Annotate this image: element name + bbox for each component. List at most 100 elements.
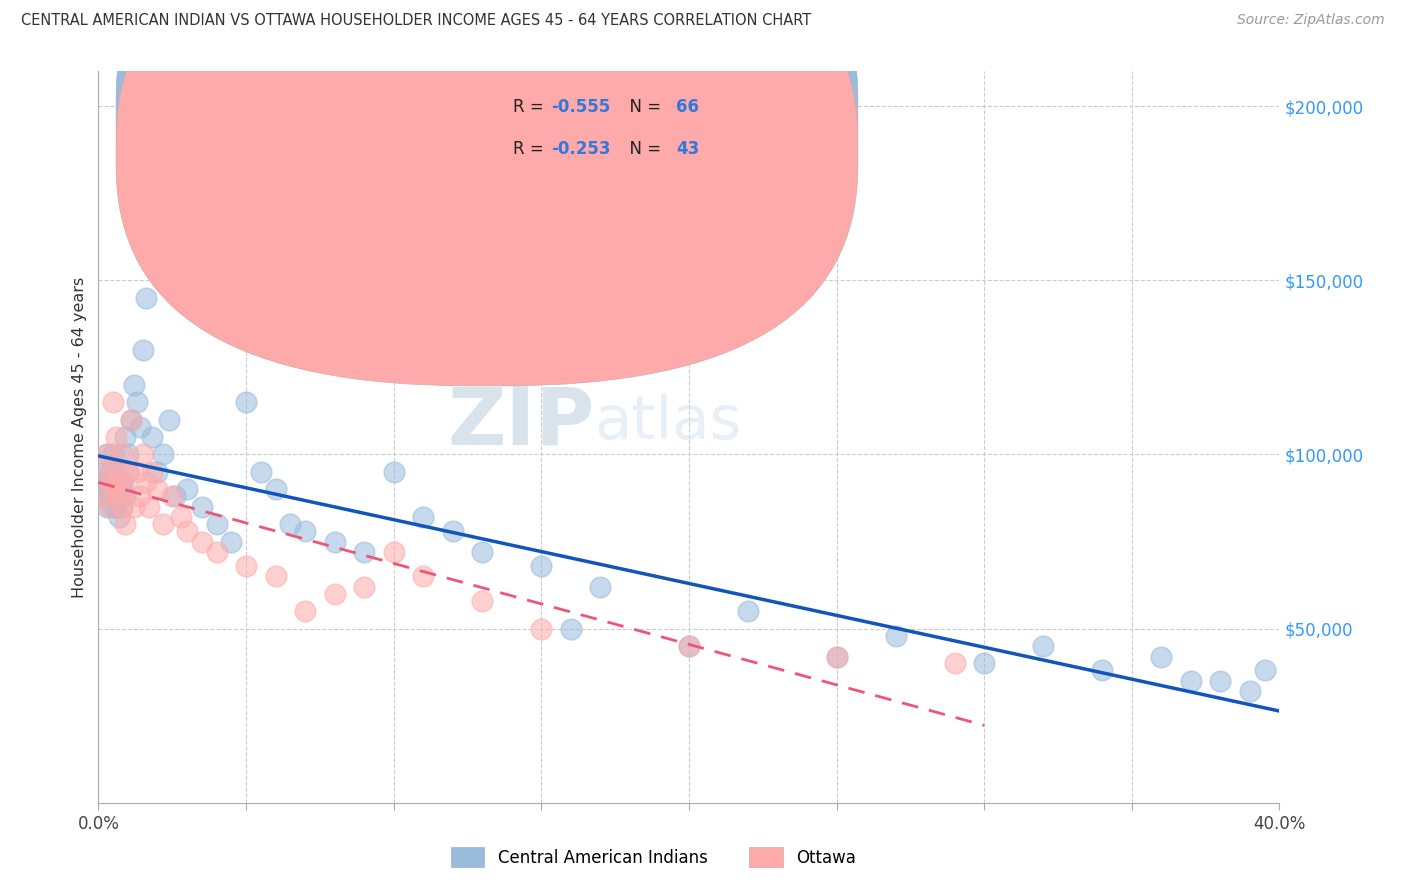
Text: -0.253: -0.253 — [551, 140, 610, 158]
Point — [141, 465, 163, 479]
Point — [191, 500, 214, 514]
Point — [103, 395, 125, 409]
Text: N =: N = — [619, 98, 666, 116]
Point — [105, 465, 128, 479]
Point — [141, 430, 163, 444]
Point — [122, 500, 145, 514]
Point — [125, 465, 148, 479]
Point — [1032, 639, 1054, 653]
Point — [205, 545, 228, 559]
Point — [530, 622, 553, 636]
Point — [105, 465, 128, 479]
Point — [114, 489, 136, 503]
Point — [560, 622, 582, 636]
Point — [1254, 664, 1277, 678]
Point — [103, 448, 125, 462]
Point — [128, 489, 150, 503]
Point — [471, 594, 494, 608]
Point — [96, 465, 118, 479]
Point — [1150, 649, 1173, 664]
Point — [146, 465, 169, 479]
Point — [138, 203, 160, 218]
Point — [176, 483, 198, 497]
Point — [353, 580, 375, 594]
Point — [353, 545, 375, 559]
Point — [117, 465, 139, 479]
Point — [125, 395, 148, 409]
Point — [170, 510, 193, 524]
Text: ZIP: ZIP — [447, 384, 595, 461]
Point — [135, 475, 157, 490]
Point — [120, 412, 142, 426]
Point — [105, 500, 128, 514]
Point — [108, 489, 131, 503]
Text: -0.555: -0.555 — [551, 98, 610, 116]
Point — [530, 558, 553, 573]
Point — [105, 430, 128, 444]
Point — [138, 500, 160, 514]
Point — [382, 465, 405, 479]
Point — [412, 510, 434, 524]
Text: R =: R = — [513, 140, 548, 158]
Point — [114, 430, 136, 444]
Point — [108, 475, 131, 490]
Point — [117, 448, 139, 462]
Point — [98, 475, 121, 490]
FancyBboxPatch shape — [117, 0, 858, 386]
Point — [93, 465, 115, 479]
Point — [825, 649, 848, 664]
Point — [111, 500, 134, 514]
Point — [250, 465, 273, 479]
Point — [152, 448, 174, 462]
Point — [973, 657, 995, 671]
Text: CENTRAL AMERICAN INDIAN VS OTTAWA HOUSEHOLDER INCOME AGES 45 - 64 YEARS CORRELAT: CENTRAL AMERICAN INDIAN VS OTTAWA HOUSEH… — [21, 13, 811, 29]
Point — [108, 489, 131, 503]
Y-axis label: Householder Income Ages 45 - 64 years: Householder Income Ages 45 - 64 years — [72, 277, 87, 598]
Point — [157, 412, 180, 426]
Point — [96, 448, 118, 462]
Point — [146, 483, 169, 497]
Point — [1239, 684, 1261, 698]
Point — [114, 483, 136, 497]
Point — [280, 517, 302, 532]
Point — [105, 483, 128, 497]
Point — [98, 475, 121, 490]
Text: atlas: atlas — [595, 393, 742, 452]
Point — [165, 489, 187, 503]
Point — [128, 419, 150, 434]
Point — [412, 569, 434, 583]
Point — [176, 524, 198, 538]
Point — [122, 377, 145, 392]
Point — [98, 489, 121, 503]
Point — [93, 489, 115, 503]
Point — [294, 524, 316, 538]
Legend: Central American Indians, Ottawa: Central American Indians, Ottawa — [443, 839, 865, 875]
Point — [152, 517, 174, 532]
Point — [884, 629, 907, 643]
Point — [103, 475, 125, 490]
Point — [441, 524, 464, 538]
Point — [132, 343, 155, 357]
Point — [294, 604, 316, 618]
Point — [111, 448, 134, 462]
Point — [1209, 673, 1232, 688]
Point — [678, 639, 700, 653]
Point — [1180, 673, 1202, 688]
Point — [98, 500, 121, 514]
Point — [135, 291, 157, 305]
Point — [825, 649, 848, 664]
Point — [737, 604, 759, 618]
Point — [98, 465, 121, 479]
Text: Source: ZipAtlas.com: Source: ZipAtlas.com — [1237, 13, 1385, 28]
Point — [589, 580, 612, 594]
Point — [114, 517, 136, 532]
Point — [323, 534, 346, 549]
Point — [90, 475, 112, 490]
Point — [103, 500, 125, 514]
Point — [162, 489, 183, 503]
Point — [1091, 664, 1114, 678]
Point — [191, 534, 214, 549]
Point — [93, 489, 115, 503]
Point — [221, 534, 243, 549]
Point — [111, 483, 134, 497]
